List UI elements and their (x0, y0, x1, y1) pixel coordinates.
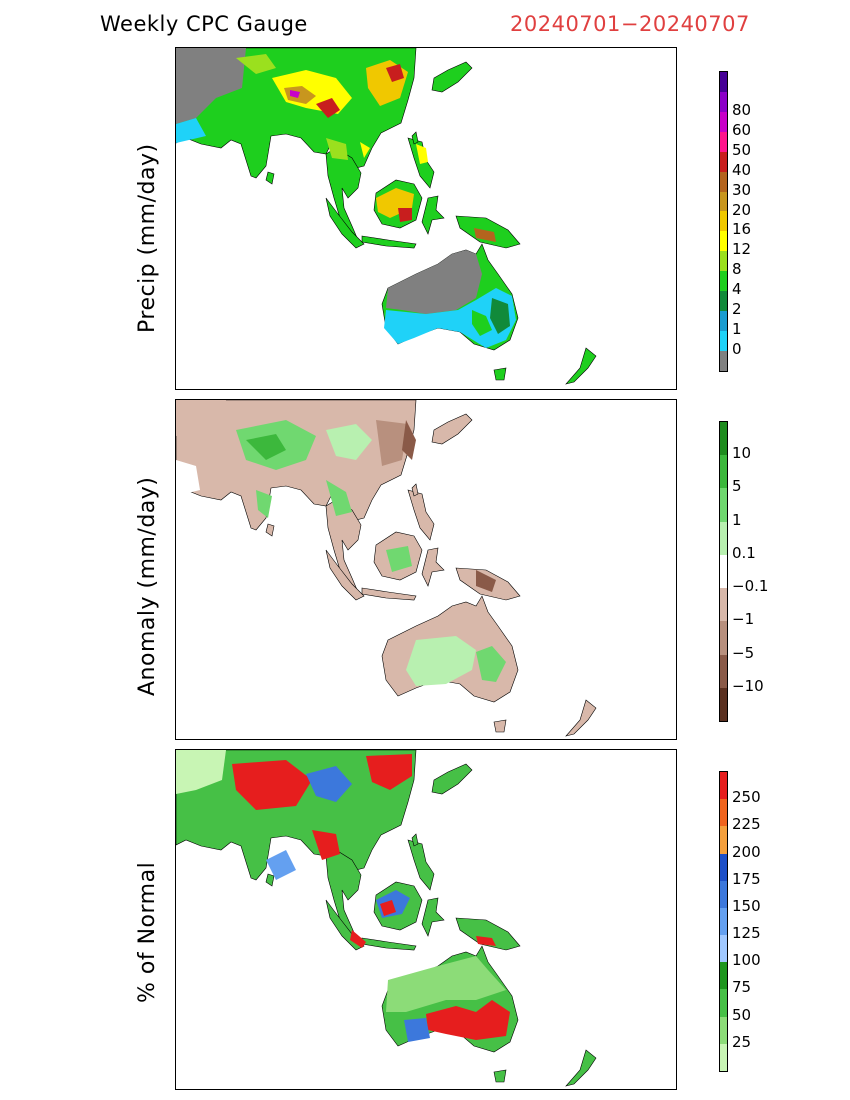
anomaly-colorbar-segment (720, 422, 727, 456)
precip-colorbar-segment (720, 271, 727, 292)
precip-colorbar-tick-label: 40 (732, 160, 752, 179)
anomaly-colorbar-segment (720, 654, 727, 688)
anomaly-colorbar-tick-label: −10 (732, 676, 764, 695)
anomaly-colorbar-tick-label: −0.1 (732, 577, 769, 596)
precip-colorbar-tick-label: 80 (732, 100, 752, 119)
precip-colorbar-tick-label: 2 (732, 300, 742, 319)
anomaly-colorbar (719, 421, 728, 722)
anomaly-colorbar-segment (720, 554, 727, 589)
precip-colorbar-tick-label: 4 (732, 280, 742, 299)
percent-colorbar-segment (720, 799, 727, 827)
precip-colorbar-segment (720, 191, 727, 212)
percent-colorbar-segment (720, 853, 727, 881)
precip-colorbar (719, 71, 728, 372)
percent-colorbar-tick-label: 200 (732, 842, 761, 861)
anomaly-ylabel: Anomaly (mm/day) (135, 476, 160, 696)
percent-colorbar-tick-label: 125 (732, 924, 761, 943)
anomaly-colorbar-tick-label: 10 (732, 444, 752, 463)
precip-colorbar-tick-label: 12 (732, 240, 752, 259)
anomaly-colorbar-tick-label: −1 (732, 610, 755, 629)
precip-colorbar-segment (720, 251, 727, 272)
anomaly-colorbar-segment (720, 621, 727, 655)
anomaly-colorbar-tick-label: 5 (732, 477, 742, 496)
percent-ylabel: % of Normal (135, 861, 160, 1003)
precip-ylabel: Precip (mm/day) (135, 143, 160, 333)
percent-colorbar-segment (720, 935, 727, 963)
precip-colorbar-segment (720, 311, 727, 331)
date-range: 20240701−20240707 (510, 12, 750, 36)
precip-colorbar-segment (720, 72, 727, 92)
anomaly-colorbar-segment (720, 687, 727, 721)
percent-map (175, 749, 677, 1090)
percent-colorbar-tick-label: 175 (732, 869, 761, 888)
precip-colorbar-segment (720, 231, 727, 252)
anomaly-colorbar-tick-label: 1 (732, 510, 742, 529)
precip-map (175, 47, 677, 390)
percent-map-svg (176, 750, 597, 1087)
percent-colorbar-segment (720, 1016, 727, 1044)
anomaly-map (175, 399, 677, 740)
precip-colorbar-tick-label: 0 (732, 340, 742, 359)
precip-colorbar-segment (720, 291, 727, 312)
percent-colorbar-tick-label: 25 (732, 1032, 752, 1051)
precip-colorbar-tick-label: 1 (732, 320, 742, 339)
anomaly-colorbar-tick-label: 0.1 (732, 543, 756, 562)
percent-colorbar-segment (720, 826, 727, 854)
precip-colorbar-tick-label: 8 (732, 260, 742, 279)
precip-colorbar-segment (720, 131, 727, 152)
precip-colorbar-segment (720, 330, 727, 351)
precip-colorbar-segment (720, 91, 727, 112)
percent-colorbar-tick-label: 50 (732, 1005, 752, 1024)
percent-colorbar-tick-label: 75 (732, 978, 752, 997)
precip-colorbar-segment (720, 350, 727, 371)
percent-colorbar-tick-label: 250 (732, 788, 761, 807)
precip-colorbar-tick-label: 50 (732, 140, 752, 159)
precip-colorbar-tick-label: 60 (732, 120, 752, 139)
anomaly-colorbar-tick-label: −5 (732, 643, 755, 662)
precip-colorbar-tick-label: 20 (732, 200, 752, 219)
anomaly-colorbar-segment (720, 588, 727, 622)
percent-colorbar-segment (720, 880, 727, 908)
percent-colorbar-segment (720, 962, 727, 990)
chart-title: Weekly CPC Gauge (100, 12, 308, 36)
anomaly-colorbar-segment (720, 488, 727, 522)
precip-colorbar-segment (720, 171, 727, 192)
anomaly-colorbar-segment (720, 521, 727, 555)
percent-colorbar-segment (720, 1043, 727, 1071)
precip-colorbar-segment (720, 111, 727, 132)
precip-colorbar-segment (720, 211, 727, 232)
precip-colorbar-tick-label: 16 (732, 220, 752, 239)
percent-colorbar-segment (720, 907, 727, 936)
percent-colorbar-segment (720, 772, 727, 800)
precip-colorbar-segment (720, 151, 727, 172)
percent-colorbar (719, 771, 728, 1072)
percent-colorbar-tick-label: 225 (732, 815, 761, 834)
percent-colorbar-segment (720, 989, 727, 1017)
anomaly-colorbar-segment (720, 455, 727, 489)
percent-colorbar-tick-label: 150 (732, 896, 761, 915)
anomaly-map-svg (176, 400, 597, 737)
precip-map-svg (176, 48, 597, 385)
percent-colorbar-tick-label: 100 (732, 951, 761, 970)
precip-colorbar-tick-label: 30 (732, 180, 752, 199)
